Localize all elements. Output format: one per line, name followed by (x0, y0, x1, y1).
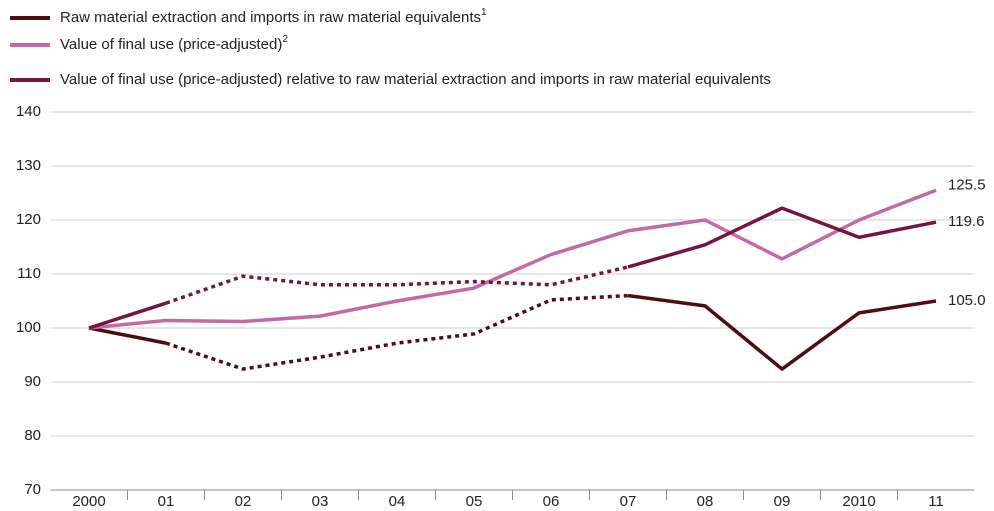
y-tick-label: 100 (16, 319, 41, 336)
legend-text: Value of final use (price-adjusted) rela… (60, 71, 771, 88)
series-line-dashed (165, 293, 629, 371)
x-tick-label: 05 (466, 493, 483, 510)
x-tick-label: 09 (774, 493, 791, 510)
legend-text: Raw material extraction and imports in r… (60, 9, 481, 26)
x-tick-label: 06 (543, 493, 560, 510)
series-line (88, 326, 167, 345)
y-tick-label: 70 (24, 481, 41, 498)
legend-text: Value of final use (price-adjusted) (60, 36, 282, 53)
end-label: 105.0 (948, 292, 986, 309)
legend-label: Value of final use (price-adjusted)2 (60, 34, 288, 53)
legend-footnote: 1 (481, 7, 487, 18)
x-tick-label: 02 (235, 493, 252, 510)
end-label: 125.5 (948, 176, 986, 193)
y-tick-label: 110 (17, 265, 41, 282)
x-tick-label: 2010 (842, 493, 875, 510)
series-line (88, 301, 167, 330)
y-tick-label: 120 (16, 211, 41, 228)
x-tick-label: 2000 (72, 493, 105, 510)
series-line-dashed (165, 265, 629, 305)
x-tick-label: 04 (389, 493, 406, 510)
x-tick-label: 11 (928, 493, 944, 510)
y-tick-label: 140 (16, 103, 41, 120)
series-line (88, 188, 937, 330)
series-line (627, 206, 937, 269)
x-tick-label: 03 (312, 493, 329, 510)
end-label: 119.6 (948, 213, 984, 230)
x-tick-label: 08 (697, 493, 714, 510)
y-tick-label: 130 (16, 157, 41, 174)
y-tick-label: 90 (24, 373, 41, 390)
legend-footnote: 2 (282, 34, 288, 45)
x-tick-label: 07 (620, 493, 637, 510)
legend-label: Value of final use (price-adjusted) rela… (60, 71, 771, 88)
legend-label: Raw material extraction and imports in r… (60, 7, 487, 26)
series-line (627, 293, 937, 371)
x-tick-label: 01 (158, 493, 175, 510)
y-tick-label: 80 (24, 427, 41, 444)
